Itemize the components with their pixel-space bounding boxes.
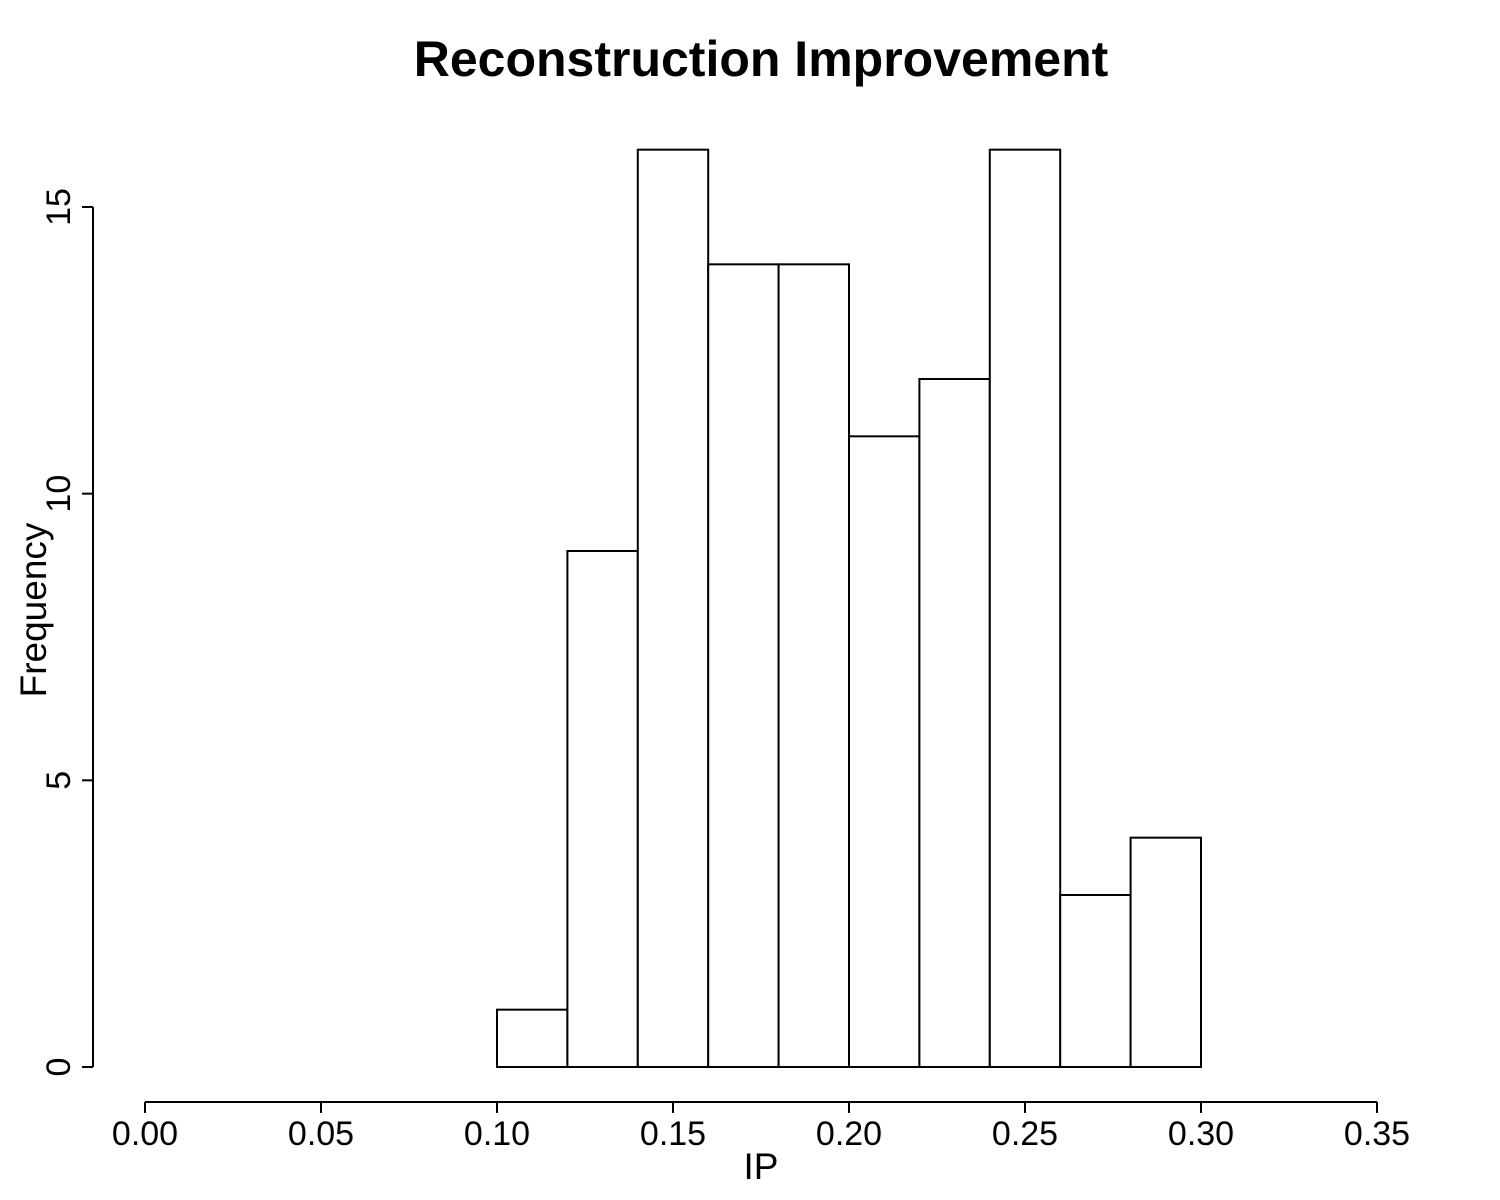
- histogram-bar: [636, 148, 710, 1068]
- x-tick-label: 0.20: [816, 1115, 882, 1153]
- histogram-bar: [918, 378, 991, 1068]
- x-tick-label: 0.05: [288, 1115, 354, 1153]
- x-tick-label: 0.00: [112, 1115, 178, 1153]
- histogram-bar: [988, 148, 1062, 1068]
- y-tick-label: 10: [40, 475, 78, 513]
- x-tick-label: 0.30: [1168, 1115, 1234, 1153]
- y-tick-label: 15: [40, 188, 78, 226]
- y-tick-label: 5: [40, 771, 78, 790]
- histogram-bar: [848, 435, 921, 1069]
- x-tick-label: 0.25: [992, 1115, 1058, 1153]
- histogram-bar: [707, 263, 780, 1069]
- x-tick-label: 0.35: [1344, 1115, 1410, 1153]
- x-tick-label: 0.10: [464, 1115, 530, 1153]
- x-axis-title: IP: [743, 1146, 779, 1187]
- chart-title: Reconstruction Improvement: [413, 31, 1109, 87]
- histogram-bar: [777, 263, 850, 1069]
- histogram-bar: [496, 1008, 569, 1069]
- histogram-bar: [1129, 836, 1202, 1069]
- y-axis-title: Frequency: [13, 522, 54, 698]
- x-tick-label: 0.15: [640, 1115, 706, 1153]
- histogram-bar: [566, 550, 639, 1068]
- histogram-bar: [1059, 894, 1132, 1068]
- y-tick-label: 0: [40, 1058, 78, 1077]
